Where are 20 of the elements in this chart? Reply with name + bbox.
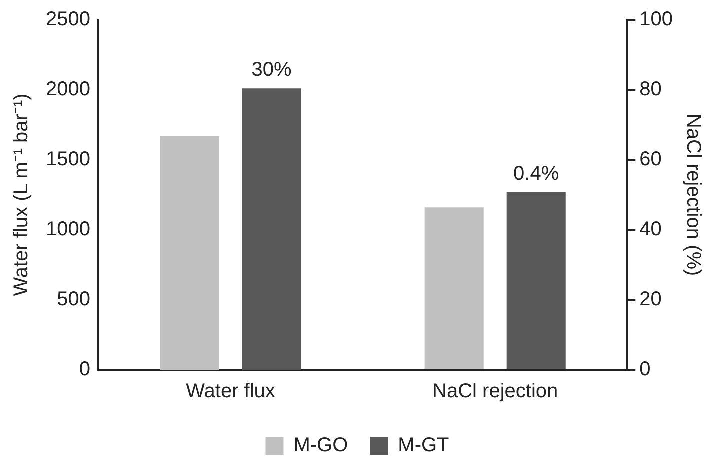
annotation: 30%: [252, 59, 292, 82]
y2-tick-label: 40: [640, 218, 662, 241]
y-tick-label: 0: [79, 358, 90, 381]
legend-label: M-GO: [294, 434, 348, 457]
y-axis-title: Water flux (L m⁻¹ bar⁻¹): [10, 94, 33, 296]
x-tick-label: Water flux: [186, 380, 276, 403]
y-tick-label: 1000: [46, 218, 90, 241]
annotation: 0.4%: [514, 163, 560, 186]
y2-tick-label: 20: [640, 288, 662, 311]
legend-label: M-GT: [398, 434, 450, 457]
y-tick-label: 2500: [46, 8, 90, 31]
y-tick-label: 2000: [46, 78, 90, 101]
y-tick-label: 1500: [46, 148, 90, 171]
y2-tick-label: 80: [640, 78, 662, 101]
y2-tick-label: 0: [640, 358, 651, 381]
x-tick-label: NaCl rejection: [432, 380, 558, 403]
y2-tick-label: 60: [640, 148, 662, 171]
y-tick-label: 500: [57, 288, 90, 311]
y2-tick-label: 100: [640, 8, 674, 31]
y2-axis-title: NaCl rejection (%): [682, 114, 704, 276]
